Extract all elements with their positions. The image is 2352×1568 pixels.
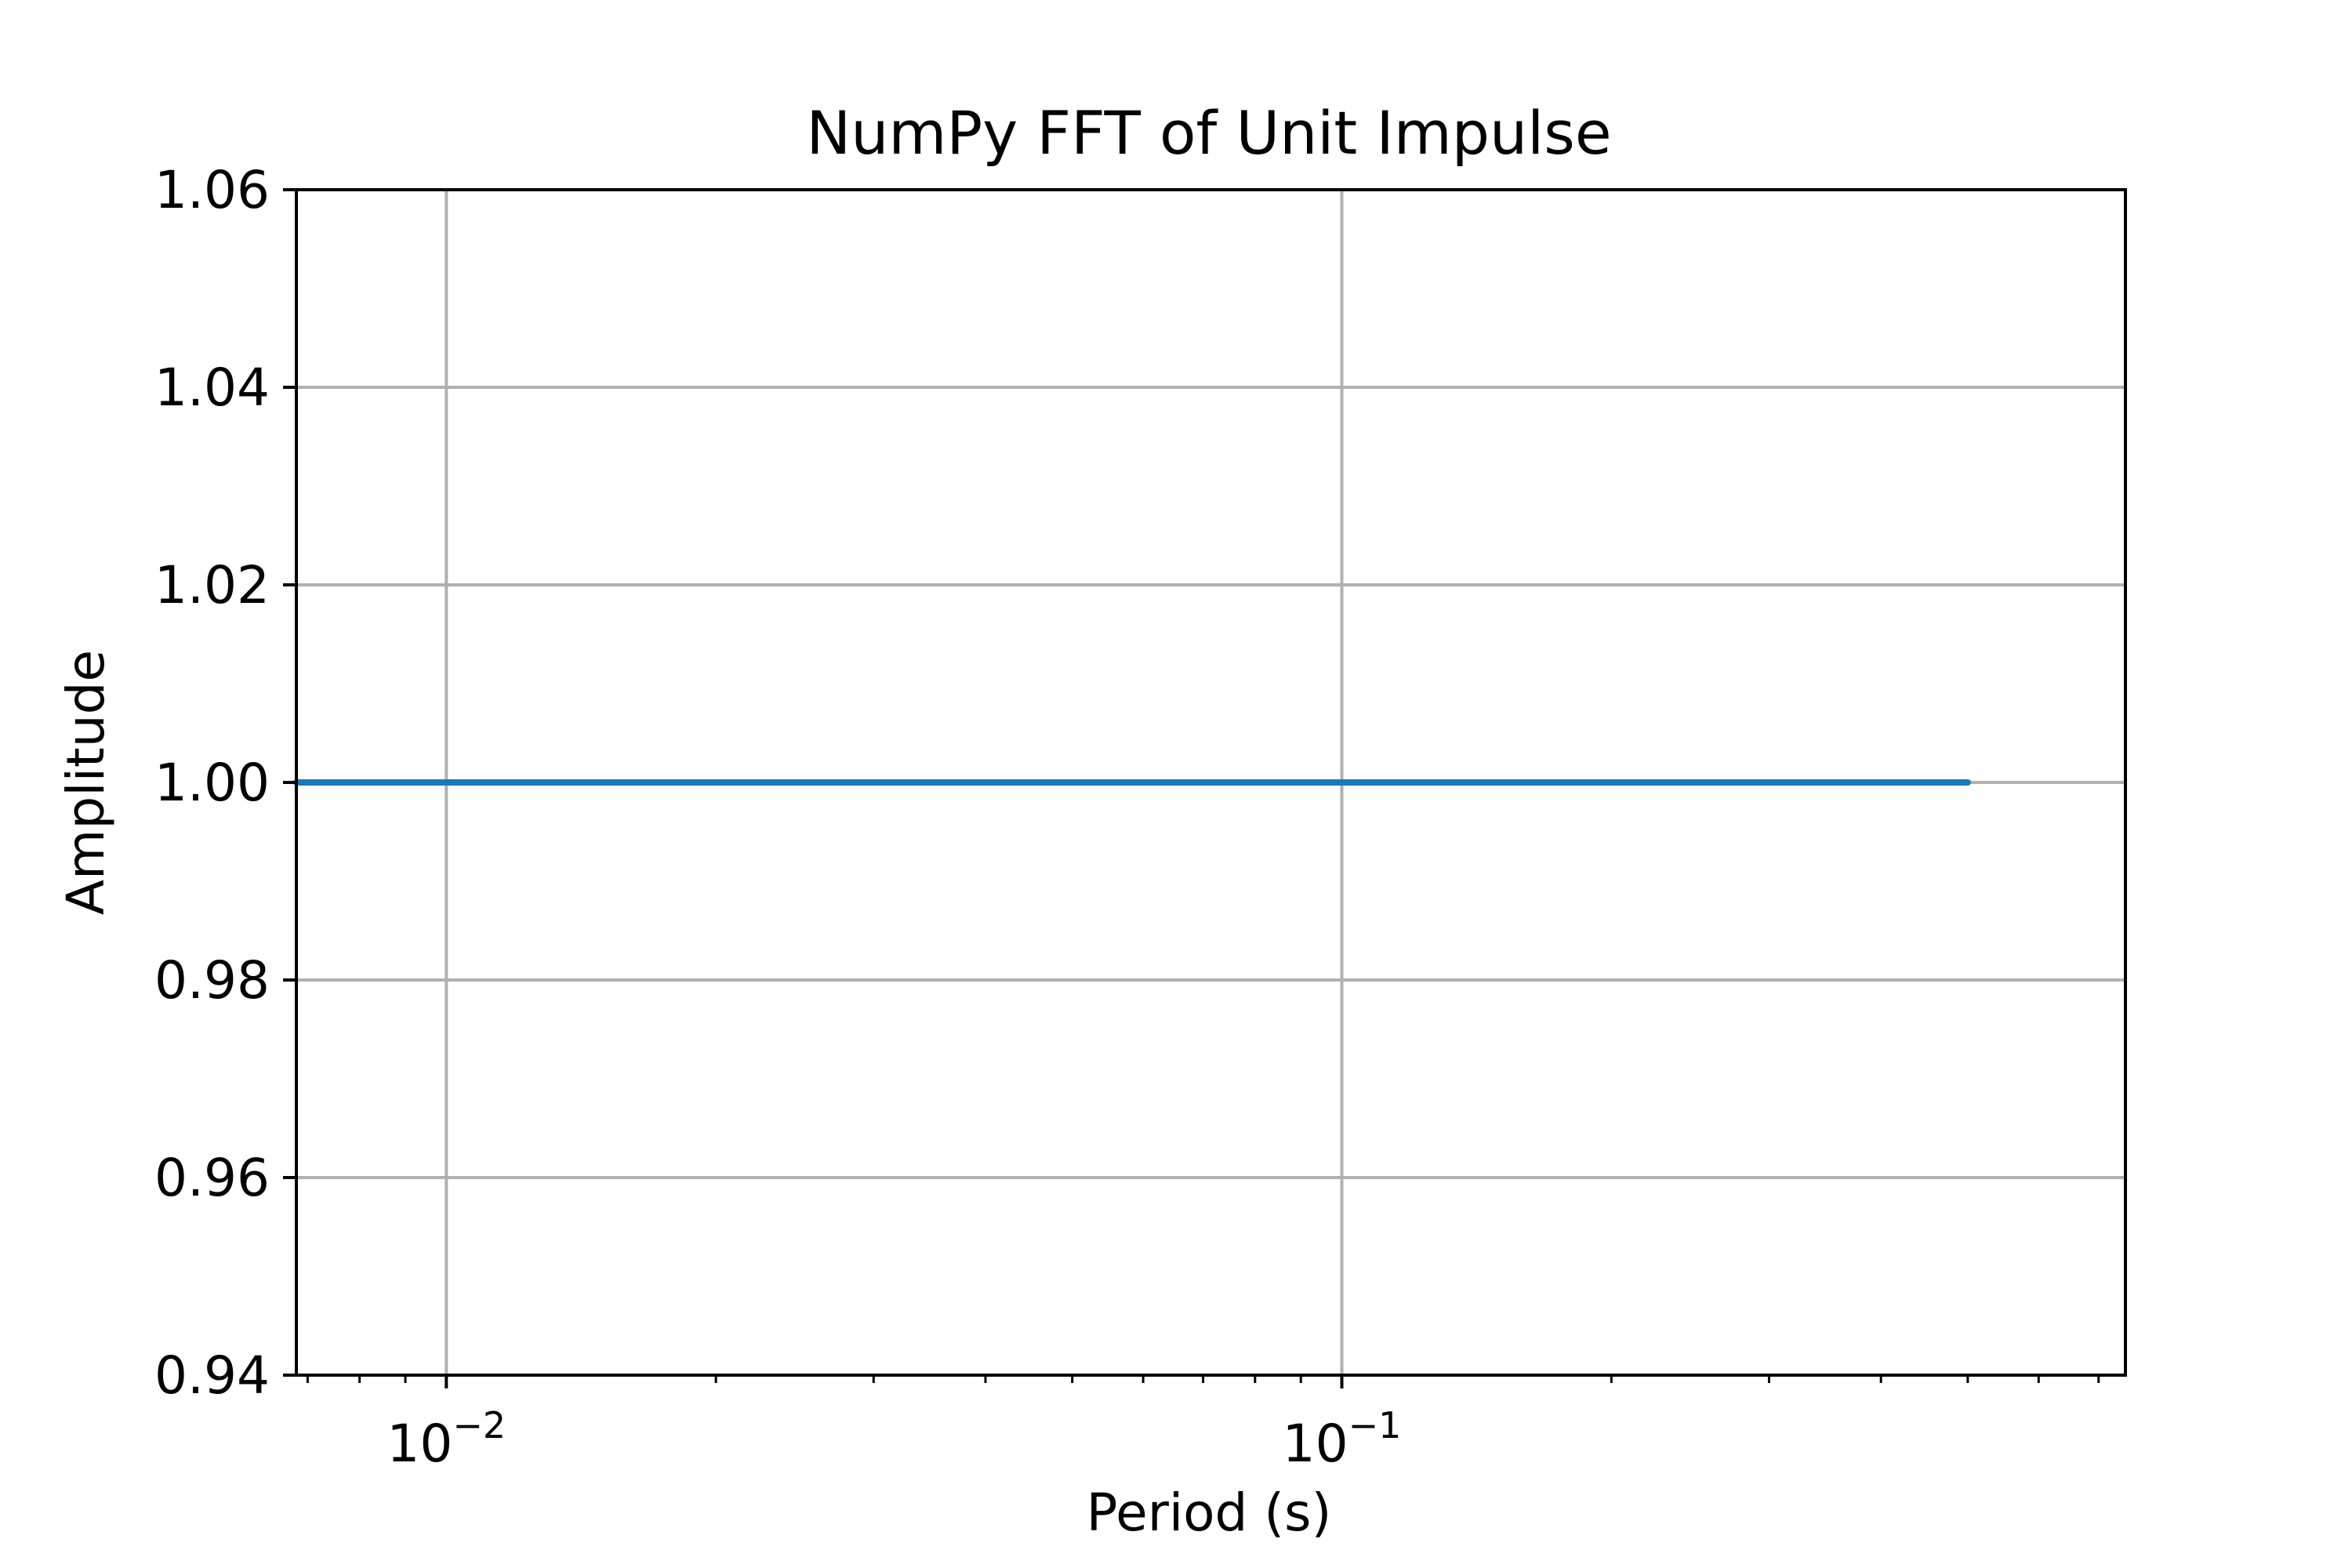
- y-tick-label: 0.98: [154, 950, 270, 1011]
- x-axis-label: Period (s): [1087, 1483, 1332, 1543]
- y-tick-label: 0.94: [154, 1345, 270, 1406]
- x-tick-base: 10: [1283, 1414, 1348, 1474]
- y-tick-label: 1.00: [154, 753, 270, 813]
- x-tick-label: 10−2: [387, 1404, 506, 1474]
- y-tick-label: 1.04: [154, 358, 270, 418]
- chart-title: NumPy FFT of Unit Impulse: [806, 98, 1611, 168]
- x-tick-exponent: −2: [452, 1404, 506, 1446]
- x-tick-exponent: −1: [1348, 1404, 1402, 1446]
- y-tick-label: 1.06: [154, 160, 270, 220]
- x-tick-label: 10−1: [1283, 1404, 1402, 1474]
- y-axis-label: Amplitude: [56, 650, 116, 915]
- y-tick-label: 0.96: [154, 1148, 270, 1208]
- y-tick-label: 1.02: [154, 555, 270, 615]
- x-tick-base: 10: [387, 1414, 452, 1474]
